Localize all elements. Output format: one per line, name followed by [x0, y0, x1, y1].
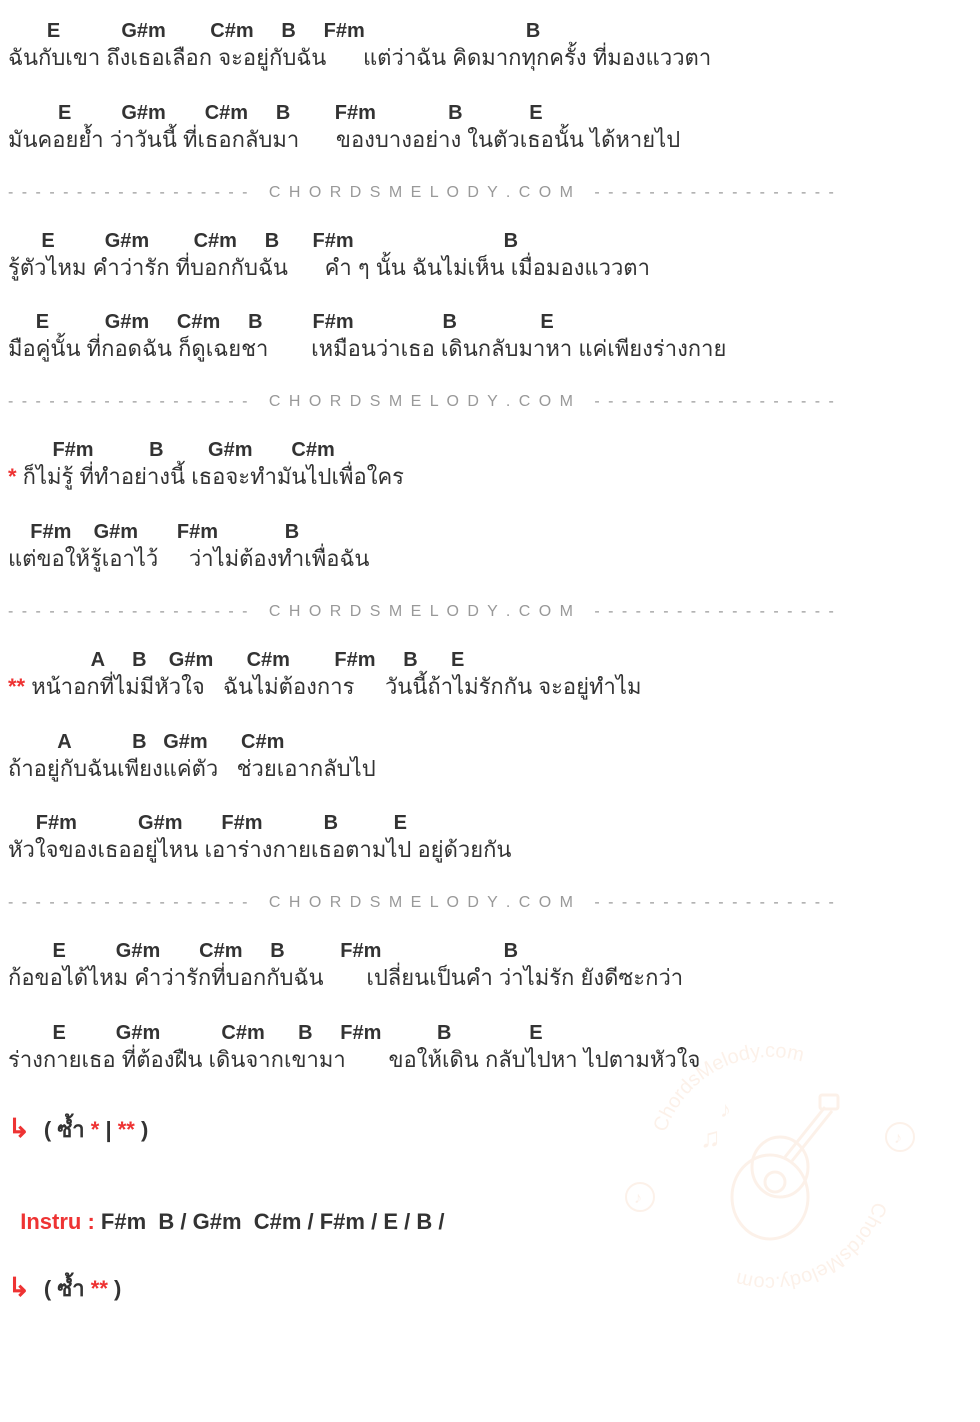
- lyric-line: ถ้าอยู่กับฉันเพียงแค่ตัว ช่วยเอากลับไป: [8, 754, 972, 785]
- verse-2-line-2: E G#m C#m B F#m B E มือคู่นั้น ที่กอดฉัน…: [8, 311, 972, 365]
- lyric-line: * ก็ไม่รู้ ที่ทำอย่างนี้ เธอจะทำมันไปเพื…: [8, 462, 972, 493]
- instru-label: Instru :: [20, 1209, 101, 1234]
- section-divider: - - - - - - - - - - - - - - - - - - C H …: [8, 894, 972, 912]
- verse-3-line-1: E G#m C#m B F#m B ก้อขอได้ไหม คำว่ารักที…: [8, 940, 972, 994]
- lyric-line: แต่ขอให้รู้เอาไว้ ว่าไม่ต้องทำเพื่อฉัน: [8, 544, 972, 575]
- lyric-text: หน้าอกที่ไม่มีหัวใจ ฉันไม่ต้องการ วันนี้…: [25, 674, 641, 699]
- paren-open: (: [44, 1276, 57, 1301]
- section-divider: - - - - - - - - - - - - - - - - - - C H …: [8, 184, 972, 202]
- repeat-arrow-icon: ↳: [8, 1272, 30, 1302]
- chord-line: F#m G#m F#m B: [8, 521, 972, 544]
- paren-open: (: [44, 1117, 57, 1142]
- instrumental-row: Instru : F#m B / G#m C#m / F#m / E / B /: [8, 1183, 972, 1235]
- chord-line: E G#m C#m B F#m B E: [8, 102, 972, 125]
- lyric-line: มันคอยย้ำ ว่าวันนี้ ที่เธอกลับมา ของบางอ…: [8, 125, 972, 156]
- section-divider: - - - - - - - - - - - - - - - - - - C H …: [8, 603, 972, 621]
- verse-3-line-2: E G#m C#m B F#m B E ร่างกายเธอ ที่ต้องฝื…: [8, 1022, 972, 1076]
- verse-2-line-1: E G#m C#m B F#m B รู้ตัวไหม คำว่ารัก ที่…: [8, 230, 972, 284]
- lyric-line: ** หน้าอกที่ไม่มีหัวใจ ฉันไม่ต้องการ วัน…: [8, 672, 972, 703]
- lyric-line: ฉันกับเขา ถึงเธอเลือก จะอยู่กับฉัน แต่ว่…: [8, 43, 972, 74]
- chord-line: A B G#m C#m: [8, 731, 972, 754]
- double-star-ref: **: [118, 1117, 135, 1142]
- paren-close: ): [108, 1276, 121, 1301]
- verse-1-line-2: E G#m C#m B F#m B E มันคอยย้ำ ว่าวันนี้ …: [8, 102, 972, 156]
- lyric-line: มือคู่นั้น ที่กอดฉัน ก็ดูเฉยชา เหมือนว่า…: [8, 334, 972, 365]
- instru-chords: F#m B / G#m C#m / F#m / E / B /: [101, 1209, 445, 1234]
- chord-line: E G#m C#m B F#m B: [8, 20, 972, 43]
- separator: |: [99, 1117, 117, 1142]
- repeat-instruction-1: ↳ ( ซ้ำ * | ** ): [8, 1112, 972, 1147]
- repeat-text: ซ้ำ: [57, 1276, 90, 1301]
- verse-1-line-1: E G#m C#m B F#m B ฉันกับเขา ถึงเธอเลือก …: [8, 20, 972, 74]
- chorus-line-2: A B G#m C#m ถ้าอยู่กับฉันเพียงแค่ตัว ช่ว…: [8, 731, 972, 785]
- prechorus-line-1: F#m B G#m C#m * ก็ไม่รู้ ที่ทำอย่างนี้ เ…: [8, 439, 972, 493]
- chord-line: F#m G#m F#m B E: [8, 812, 972, 835]
- star-mark: *: [8, 464, 17, 489]
- paren-close: ): [135, 1117, 148, 1142]
- double-star-ref: **: [91, 1276, 108, 1301]
- chord-line: E G#m C#m B F#m B: [8, 940, 972, 963]
- lyric-line: หัวใจของเธออยู่ไหน เอาร่างกายเธอตามไป อย…: [8, 835, 972, 866]
- repeat-arrow-icon: ↳: [8, 1113, 30, 1143]
- chorus-line-1: A B G#m C#m F#m B E ** หน้าอกที่ไม่มีหัว…: [8, 649, 972, 703]
- lyric-line: ร่างกายเธอ ที่ต้องฝืน เดินจากเขามา ขอให้…: [8, 1045, 972, 1076]
- prechorus-line-2: F#m G#m F#m B แต่ขอให้รู้เอาไว้ ว่าไม่ต้…: [8, 521, 972, 575]
- chord-line: A B G#m C#m F#m B E: [8, 649, 972, 672]
- repeat-text: ซ้ำ: [57, 1117, 90, 1142]
- section-divider: - - - - - - - - - - - - - - - - - - C H …: [8, 393, 972, 411]
- lyric-line: รู้ตัวไหม คำว่ารัก ที่บอกกับฉัน คำ ๆ นั้…: [8, 253, 972, 284]
- chorus-line-3: F#m G#m F#m B E หัวใจของเธออยู่ไหน เอาร่…: [8, 812, 972, 866]
- lyric-text: ก็ไม่รู้ ที่ทำอย่างนี้ เธอจะทำมันไปเพื่อ…: [17, 464, 404, 489]
- chord-line: F#m B G#m C#m: [8, 439, 972, 462]
- lyric-line: ก้อขอได้ไหม คำว่ารักที่บอกกับฉัน เปลี่ยน…: [8, 963, 972, 994]
- double-star-mark: **: [8, 674, 25, 699]
- chord-line: E G#m C#m B F#m B E: [8, 311, 972, 334]
- chord-line: E G#m C#m B F#m B: [8, 230, 972, 253]
- repeat-instruction-2: ↳ ( ซ้ำ ** ): [8, 1271, 972, 1306]
- chord-line: E G#m C#m B F#m B E: [8, 1022, 972, 1045]
